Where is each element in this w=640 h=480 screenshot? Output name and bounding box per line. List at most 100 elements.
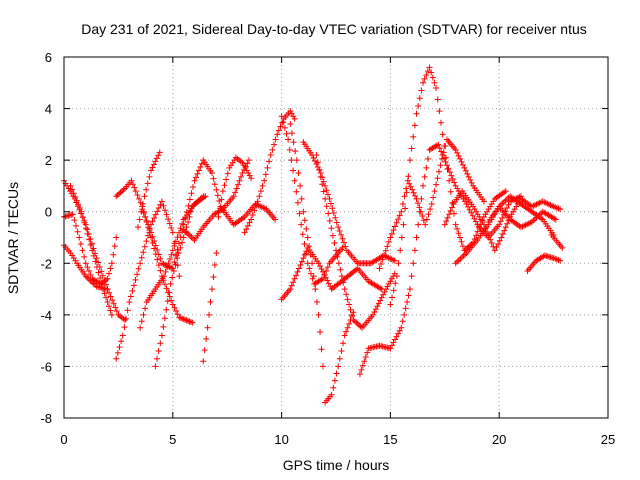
data-point [351,318,358,325]
data-point [78,208,85,215]
data-point [387,345,394,352]
data-point [180,234,187,241]
data-point [144,180,151,187]
data-point [439,131,446,138]
data-point [385,238,392,245]
data-point [350,317,357,324]
data-point [404,177,411,184]
data-point [162,207,169,214]
data-point [392,223,399,230]
data-point [87,271,94,278]
data-point [169,265,176,272]
data-point [155,152,162,159]
data-point [427,206,434,213]
series-trace [313,151,398,331]
data-point [293,157,300,164]
data-point [459,243,466,250]
data-point [240,162,247,169]
data-point [113,308,120,315]
data-point [215,213,222,220]
data-point [387,234,394,241]
data-point [387,301,394,308]
data-point [434,175,441,182]
data-point [384,283,391,290]
data-point [309,275,316,282]
data-point [138,318,145,325]
data-point [322,195,329,202]
data-point [428,69,435,76]
data-point [502,197,509,204]
data-point [403,185,410,192]
data-point [168,224,175,231]
data-point [253,202,260,209]
data-point [274,131,281,138]
data-point [309,260,316,267]
data-point [313,298,320,305]
data-point [261,177,268,184]
data-point [175,249,182,256]
data-point [415,221,422,228]
data-point [248,216,255,223]
data-point [425,211,432,218]
data-point [393,273,400,280]
data-point [114,349,121,356]
series-trace [180,157,252,244]
data-point [149,233,156,240]
data-point [300,208,307,215]
data-point [499,231,506,238]
data-point [466,206,473,213]
data-point [465,173,472,180]
data-point [395,216,402,223]
data-point [559,244,566,251]
data-point [169,229,176,236]
data-point [413,195,420,202]
data-point [92,258,99,265]
data-point [505,201,512,208]
data-point [241,229,248,236]
data-point [86,268,93,275]
data-point [319,181,326,188]
data-point [411,247,418,254]
data-point [288,110,295,117]
data-point [177,225,184,232]
data-point [400,221,407,228]
data-point [303,248,310,255]
data-point [179,239,186,246]
data-point [213,249,220,256]
x-tick-label: 15 [383,432,397,447]
data-point [322,274,329,281]
data-point [339,244,346,251]
data-point [269,146,276,153]
data-point [90,252,97,259]
data-point [374,303,381,310]
data-point [392,280,399,287]
data-point [423,72,430,79]
data-points [61,64,566,406]
y-tick-label: -4 [40,308,52,323]
data-point [297,262,304,269]
data-point [141,193,148,200]
data-point [293,272,300,279]
data-point [288,130,295,137]
series-trace [67,182,115,318]
data-point [317,329,324,336]
data-point [397,247,404,254]
data-point [413,110,420,117]
data-point [165,216,172,223]
data-point [224,170,231,177]
data-point [288,282,295,289]
data-point [344,296,351,303]
data-point [131,184,138,191]
series-trace [200,154,255,365]
data-point [444,214,451,221]
data-point [166,220,173,227]
series-trace [113,177,196,326]
data-point [176,273,183,280]
data-point [186,213,193,220]
data-point [257,188,264,195]
series-trace [152,193,207,370]
data-point [296,210,303,217]
data-point [189,319,196,326]
data-point [72,193,79,200]
data-point [280,119,287,126]
